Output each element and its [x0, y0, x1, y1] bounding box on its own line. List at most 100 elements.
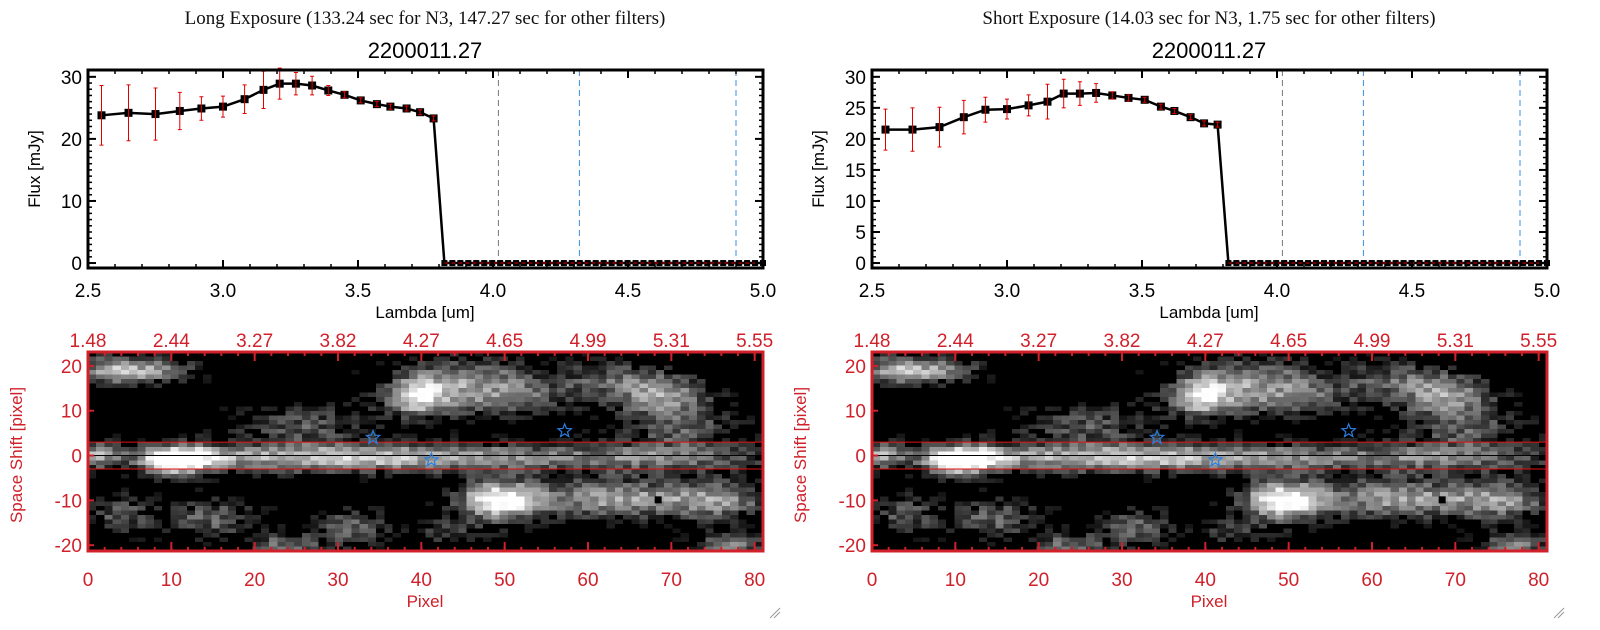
y-tick-label: 30 — [61, 68, 82, 89]
spectrum-axes-frame — [870, 68, 1549, 270]
zero-flux-marker — [728, 260, 735, 267]
zero-flux-marker — [1376, 260, 1383, 267]
x-tick-label: 5.0 — [750, 281, 776, 302]
error-bar — [199, 96, 204, 121]
zero-flux-marker — [1456, 260, 1463, 267]
error-bar — [418, 109, 423, 116]
error-bar — [153, 87, 158, 141]
error-bar — [983, 96, 988, 123]
error-bar — [310, 75, 315, 96]
x-tick-label: 3.0 — [994, 281, 1020, 302]
error-bar — [1158, 103, 1163, 110]
panel-header: Short Exposure (14.03 sec for N3, 1.75 s… — [982, 8, 1435, 29]
panel-long: Long Exposure (133.24 sec for N3, 147.27… — [25, 8, 776, 322]
error-bar — [242, 84, 247, 114]
x-tick-label: 4.5 — [1399, 281, 1425, 302]
zero-flux-marker — [600, 260, 607, 267]
x-tick-label: 3.5 — [1129, 281, 1155, 302]
error-bar — [1077, 81, 1082, 106]
y-tick-label: 10 — [845, 192, 866, 213]
error-bar — [1202, 120, 1207, 127]
error-bar — [388, 103, 393, 110]
error-bar — [1094, 83, 1099, 103]
panel-header: Long Exposure (133.24 sec for N3, 147.27… — [185, 8, 666, 29]
zero-flux-marker — [552, 260, 559, 267]
y-tick-label: 0 — [71, 254, 82, 275]
error-bar — [1142, 96, 1147, 103]
zero-flux-marker — [1440, 260, 1447, 267]
zero-flux-marker — [1512, 260, 1519, 267]
error-bar — [431, 115, 436, 122]
zero-flux-marker — [1392, 260, 1399, 267]
error-bar — [293, 71, 298, 96]
error-bar — [1005, 98, 1009, 120]
error-bar — [126, 84, 131, 142]
zero-flux-marker — [1432, 260, 1439, 267]
y-tick-label: 10 — [61, 192, 82, 213]
zero-flux-marker — [720, 260, 727, 267]
x-tick-label: 2.5 — [859, 281, 885, 302]
error-bar — [221, 95, 225, 118]
zero-flux-marker — [536, 260, 543, 267]
error-bar — [342, 91, 347, 99]
y-tick-label: 20 — [61, 130, 82, 151]
zero-flux-marker — [664, 260, 671, 267]
zero-flux-marker — [656, 260, 663, 267]
y-tick-label: 25 — [845, 99, 866, 120]
x-tick-label: 5.0 — [1534, 281, 1560, 302]
spectrum-axes-frame — [86, 68, 765, 270]
y-axis-label: Flux [mJy] — [25, 130, 44, 207]
x-axis-label: Lambda [um] — [1159, 303, 1258, 322]
zero-flux-marker — [1320, 260, 1327, 267]
zero-flux-marker — [592, 260, 599, 267]
zero-flux-marker — [712, 260, 719, 267]
error-bar — [1215, 121, 1220, 128]
error-bar — [374, 101, 379, 108]
y-tick-label: 30 — [845, 68, 866, 89]
error-bar — [1026, 94, 1031, 117]
spectrum-image-short — [872, 352, 1547, 551]
y-tick-label: 0 — [855, 254, 866, 275]
zero-flux-marker — [544, 260, 551, 267]
error-bar — [326, 85, 331, 96]
zero-flux-marker — [648, 260, 655, 267]
zero-flux-marker — [1496, 260, 1503, 267]
y-tick-label: 5 — [855, 223, 866, 244]
y-axis-label: Flux [mJy] — [809, 130, 828, 207]
x-tick-label: 2.5 — [75, 281, 101, 302]
zero-flux-marker — [1336, 260, 1343, 267]
zero-flux-marker — [1265, 260, 1272, 267]
error-bar — [1110, 91, 1115, 100]
spectrum-image-long — [88, 352, 763, 551]
zero-flux-marker — [1448, 260, 1455, 267]
error-bar — [277, 67, 282, 100]
x-tick-label: 4.0 — [480, 281, 506, 302]
error-bar — [404, 105, 409, 112]
error-bar — [99, 85, 104, 146]
zero-flux-marker — [1384, 260, 1391, 267]
error-bar — [1061, 78, 1066, 109]
error-bar — [961, 99, 966, 135]
zero-flux-marker — [1281, 260, 1288, 267]
error-bar — [1045, 83, 1050, 120]
zero-flux-marker — [672, 260, 679, 267]
error-bar — [937, 106, 942, 148]
error-bar — [910, 107, 915, 152]
plot-title: 2200011.27 — [1152, 38, 1267, 63]
x-axis-label: Lambda [um] — [375, 303, 474, 322]
error-bar — [1188, 114, 1193, 121]
error-bar — [1172, 107, 1177, 114]
y-tick-label: 20 — [845, 130, 866, 151]
plot-title: 2200011.27 — [368, 38, 483, 63]
x-tick-label: 4.5 — [615, 281, 641, 302]
zero-flux-marker — [1328, 260, 1335, 267]
error-bar — [358, 97, 363, 104]
panel-short: Short Exposure (14.03 sec for N3, 1.75 s… — [809, 8, 1560, 322]
zero-flux-marker — [481, 260, 488, 267]
zero-flux-marker — [497, 260, 504, 267]
zero-flux-marker — [608, 260, 615, 267]
x-tick-label: 3.5 — [345, 281, 371, 302]
error-bar — [177, 91, 182, 131]
x-tick-label: 4.0 — [1264, 281, 1290, 302]
